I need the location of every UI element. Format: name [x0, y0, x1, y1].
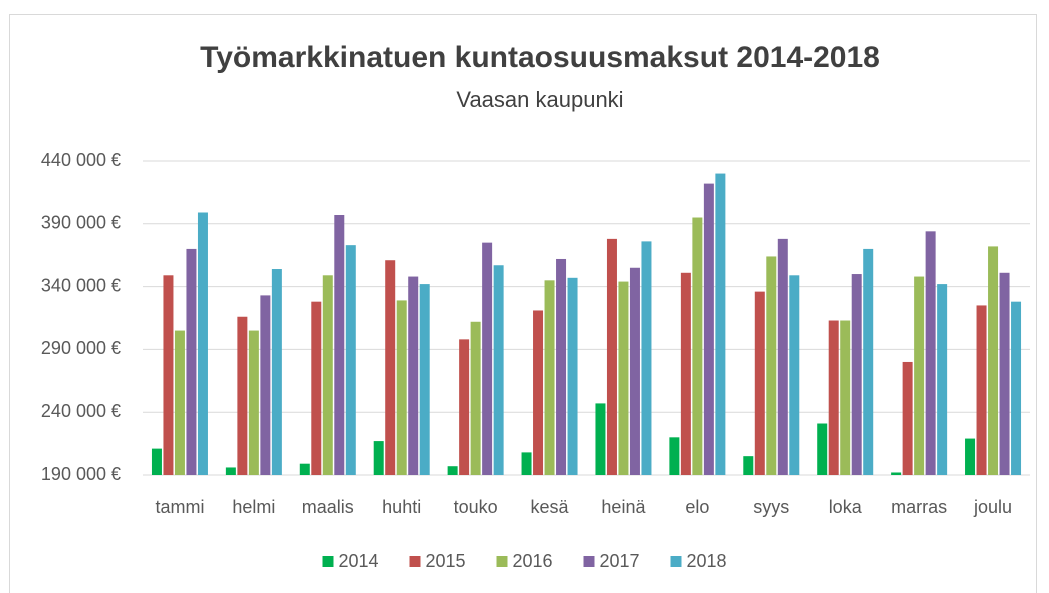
bar: [902, 361, 913, 475]
bar: [237, 316, 248, 475]
bar: [618, 281, 629, 475]
chart-subtitle: Vaasan kaupunki: [456, 87, 623, 112]
bar: [385, 260, 396, 475]
x-tick-label: loka: [829, 497, 863, 517]
bar: [248, 330, 259, 475]
bar: [567, 277, 578, 475]
y-tick-label: 190 000 €: [41, 464, 121, 484]
bar: [334, 215, 345, 475]
x-tick-label: helmi: [232, 497, 275, 517]
y-tick-label: 440 000 €: [41, 150, 121, 170]
legend-label: 2014: [339, 551, 379, 571]
bar: [743, 456, 754, 475]
bar: [186, 248, 197, 475]
bar: [151, 448, 162, 475]
bar: [914, 276, 925, 475]
bar: [595, 403, 606, 475]
bar: [521, 452, 532, 475]
bar: [851, 274, 862, 475]
bar: [556, 258, 567, 475]
bar: [937, 284, 948, 475]
bar: [925, 231, 936, 475]
bar: [703, 183, 714, 475]
x-tick-label: syys: [753, 497, 789, 517]
bar: [680, 272, 691, 475]
chart-title: Työmarkkinatuen kuntaosuusmaksut 2014-20…: [200, 41, 880, 74]
legend-swatch: [496, 556, 508, 567]
bar: [544, 280, 555, 475]
x-tick-label: maalis: [302, 497, 354, 517]
x-tick-label: huhti: [382, 497, 421, 517]
x-tick-label: marras: [891, 497, 947, 517]
bar: [459, 339, 470, 475]
legend-label: 2017: [600, 551, 640, 571]
bar: [976, 305, 987, 475]
y-tick-label: 390 000 €: [41, 213, 121, 233]
bar: [197, 212, 208, 475]
x-tick-label: elo: [685, 497, 709, 517]
bar: [419, 284, 430, 475]
bar: [715, 173, 726, 475]
x-tick-label: joulu: [973, 497, 1012, 517]
bar: [533, 310, 544, 475]
bar: [174, 330, 185, 475]
bar: [225, 467, 236, 475]
bar: [891, 472, 902, 475]
x-tick-label: touko: [454, 497, 498, 517]
bar: [396, 300, 407, 475]
legend-label: 2018: [687, 551, 727, 571]
legend-label: 2015: [426, 551, 466, 571]
bar: [817, 423, 828, 475]
bar: [260, 295, 271, 475]
bar: [692, 217, 703, 475]
bar: [482, 242, 493, 475]
legend-swatch: [322, 556, 334, 567]
legend-swatch: [409, 556, 421, 567]
bar: [408, 276, 419, 475]
bar: [311, 301, 322, 475]
bar: [999, 272, 1010, 475]
legend-swatch: [583, 556, 595, 567]
bar: [163, 275, 174, 475]
bar: [322, 275, 333, 475]
bar: [299, 463, 310, 475]
bar: [447, 466, 458, 475]
bar: [629, 267, 640, 475]
bar: [493, 265, 504, 475]
bar: [863, 248, 874, 475]
x-tick-label: heinä: [601, 497, 646, 517]
bar: [789, 275, 800, 475]
bar: [470, 321, 481, 475]
bar: [766, 256, 777, 475]
bar: [641, 241, 652, 475]
bar: [345, 245, 356, 475]
bar: [828, 320, 839, 475]
legend-swatch: [670, 556, 682, 567]
bar: [669, 437, 680, 475]
legend-label: 2016: [513, 551, 553, 571]
bar: [777, 238, 788, 475]
bar: [988, 246, 999, 475]
y-tick-label: 290 000 €: [41, 338, 121, 358]
y-tick-label: 240 000 €: [41, 401, 121, 421]
bar: [1011, 301, 1022, 475]
y-tick-label: 340 000 €: [41, 275, 121, 295]
bar: [754, 291, 765, 475]
bar: [840, 320, 851, 475]
bar: [373, 441, 384, 475]
bar: [965, 438, 976, 475]
x-tick-label: tammi: [155, 497, 204, 517]
bar: [271, 269, 282, 475]
bar: [606, 238, 617, 475]
x-tick-label: kesä: [531, 497, 570, 517]
